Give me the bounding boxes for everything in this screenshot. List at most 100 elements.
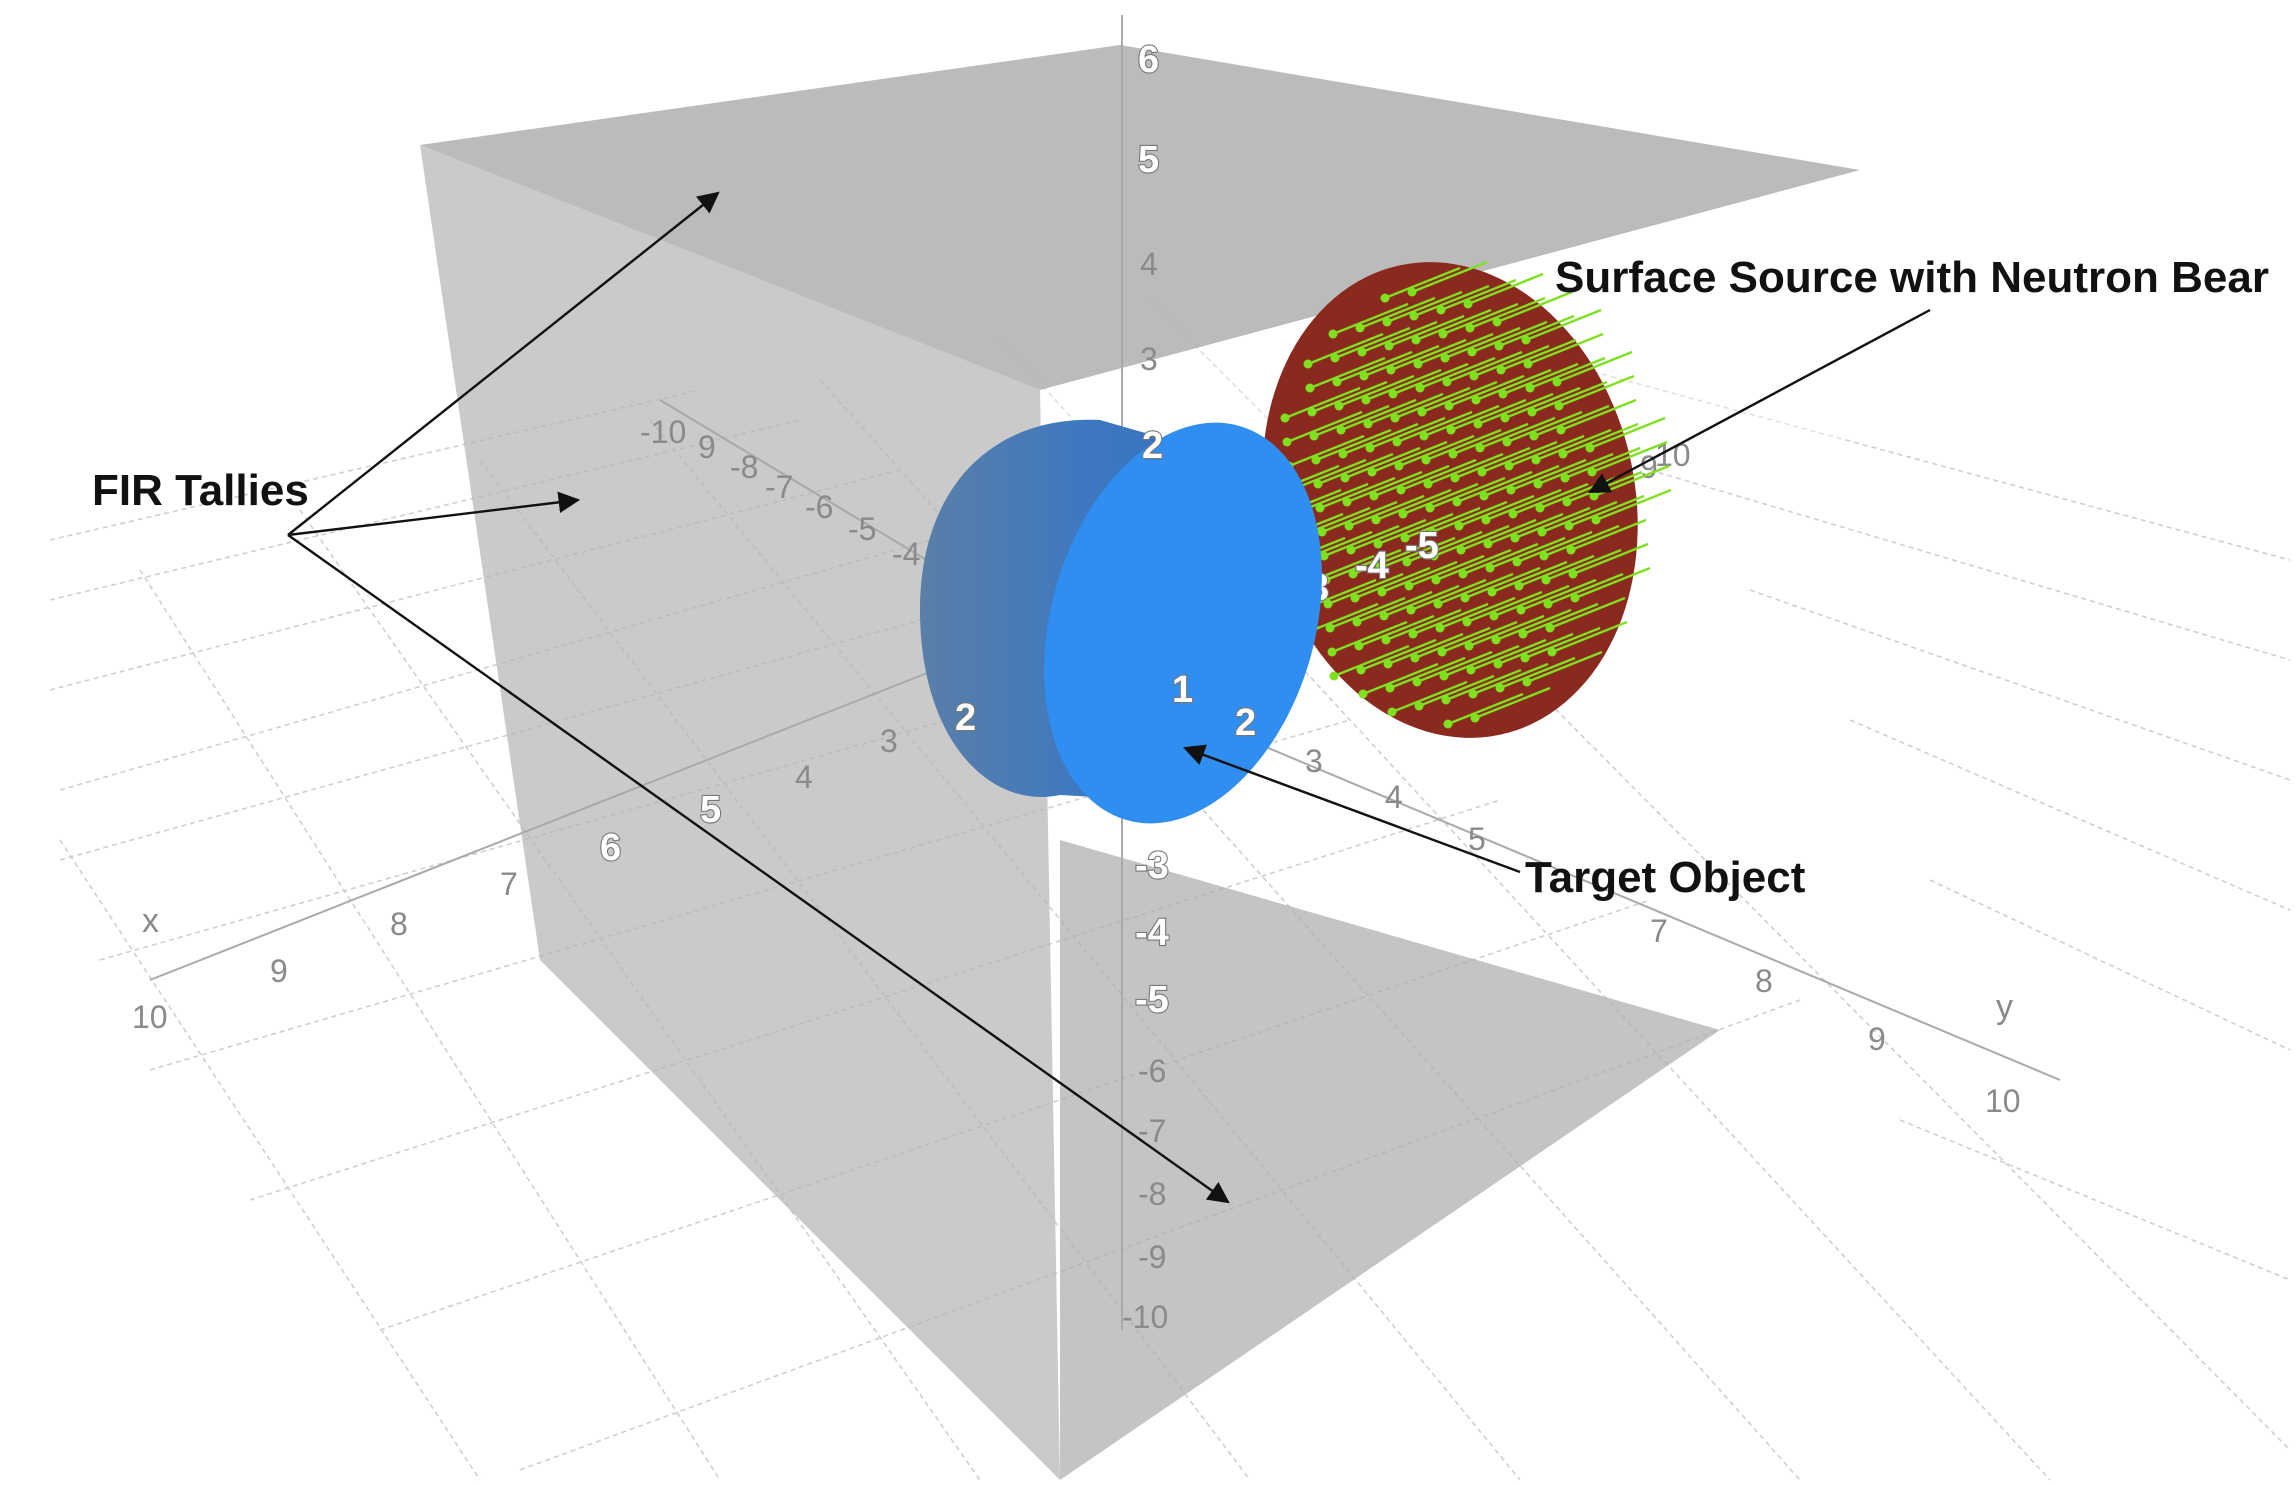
neutron-beam-arrow (1469, 296, 1546, 330)
neutron-beam-arrowhead (1332, 377, 1342, 387)
neutron-beam-arrow (1406, 530, 1483, 564)
neutron-beam-arrow (1474, 686, 1551, 720)
neutron-beam-arrow (1527, 332, 1604, 366)
neutron-beam-arrowhead (1329, 671, 1339, 681)
neutron-beam-arrow (1470, 638, 1547, 672)
neutron-beam-arrowhead (1408, 629, 1418, 639)
fir-tallies-pointer-top (287, 191, 720, 536)
neutron-beam-arrowhead (1412, 677, 1422, 687)
neutron-beam-arrow (1524, 626, 1601, 660)
z-tick: -6 (1138, 1053, 1166, 1089)
neutron-beam-arrow (1572, 542, 1649, 576)
z-tick: 6 (1138, 39, 1159, 81)
neutron-beam-arrowhead (1431, 575, 1441, 585)
neutron-beam-arrowhead (1407, 287, 1417, 297)
neutron-beam-arrowhead (1414, 701, 1424, 711)
neutron-beam-arrowhead (1441, 695, 1451, 705)
neutron-beam-arrow (1388, 314, 1465, 348)
neutron-beam-arrowhead (1467, 347, 1477, 357)
neutron-beam-arrowhead (1359, 371, 1369, 381)
neutron-beam-arrow (1396, 410, 1473, 444)
neutron-beam-arrowhead (1390, 413, 1400, 423)
neutron-beam-arrowhead (1352, 617, 1362, 627)
neutron-beam-arrow (1410, 578, 1487, 612)
neutron-beam-arrowhead (1380, 293, 1390, 303)
neutron-beam-arrowhead (1535, 503, 1545, 513)
neutron-beam-arrow (1340, 398, 1417, 432)
neutron-beam-arrow (1381, 560, 1458, 594)
neutron-beam-arrow (1309, 356, 1386, 390)
neutron-beam-arrow (1442, 302, 1519, 336)
neutron-beam-arrow (1506, 410, 1583, 444)
neutron-beam-arrowhead (1543, 599, 1553, 609)
neutron-beam-arrow (1454, 446, 1531, 480)
neutron-beam-arrow (1460, 518, 1537, 552)
neutron-beam-arrow (1402, 482, 1479, 516)
neutron-beam-arrowhead (1444, 401, 1454, 411)
neutron-beam-arrow (1479, 416, 1556, 450)
y-tick: 7 (1650, 913, 1668, 949)
neutron-beam-arrowhead (1350, 593, 1360, 603)
neutron-beam-arrowhead (1439, 671, 1449, 681)
neutron-beam-arrowhead (1369, 491, 1379, 501)
neutron-beam-arrowhead (1585, 443, 1595, 453)
neutron-beam-arrowhead (1382, 317, 1392, 327)
neutron-beam-arrow (1336, 350, 1413, 384)
y-neg-tick: -5 (1405, 525, 1439, 567)
x-neg-tick: -10 (640, 414, 686, 450)
neutron-beam-arrow (1526, 650, 1603, 684)
neutron-beam-arrowhead (1541, 575, 1551, 585)
neutron-beam-arrowhead (1498, 389, 1508, 399)
neutron-beam-arrow (1448, 374, 1525, 408)
neutron-beam-arrow (1408, 554, 1485, 588)
neutron-beam-arrow (1398, 434, 1475, 468)
neutron-beam-arrowhead (1410, 653, 1420, 663)
x-axis-name: x (142, 902, 159, 940)
neutron-beam-arrowhead (1340, 473, 1350, 483)
target-cylinder-face (1044, 422, 1322, 824)
neutron-beam-arrow (1433, 524, 1510, 558)
neutron-beam-arrow (1514, 506, 1591, 540)
z-tick: 4 (1140, 246, 1158, 282)
neutron-beam-arrow (1477, 392, 1554, 426)
neutron-beam-arrowhead (1381, 635, 1391, 645)
neutron-beam-arrow (1504, 386, 1581, 420)
neutron-beam-arrowhead (1491, 635, 1501, 645)
neutron-beam-arrow (1427, 452, 1504, 486)
neutron-beam-arrowhead (1404, 581, 1414, 591)
y-tick: 8 (1755, 963, 1773, 999)
z-tick: 2 (1142, 425, 1163, 467)
neutron-beam-arrowhead (1423, 479, 1433, 489)
neutron-beam-arrow (1404, 506, 1481, 540)
neutron-beam-arrow (1373, 464, 1450, 498)
neutron-beam-arrow (1543, 524, 1620, 558)
neutron-beam-arrowhead (1348, 569, 1358, 579)
neutron-beam-arrowhead (1522, 677, 1532, 687)
x-neg-tick: 9 (698, 429, 716, 465)
neutron-beam-arrowhead (1464, 641, 1474, 651)
x-tick: 6 (600, 827, 621, 869)
neutron-beam-arrowhead (1537, 527, 1547, 537)
neutron-beam-arrowhead (1504, 461, 1514, 471)
neutron-beam-arrowhead (1305, 383, 1315, 393)
neutron-beam-arrow (1363, 344, 1440, 378)
neutron-beam-arrowhead (1336, 425, 1346, 435)
neutron-beam-arrow (1475, 368, 1552, 402)
x-tick: 10 (132, 999, 168, 1035)
neutron-beam-arrowhead (1458, 569, 1468, 579)
neutron-beam-arrow (1361, 320, 1438, 354)
neutron-beam-arrowhead (1386, 365, 1396, 375)
neutron-beam-arrow (1390, 338, 1467, 372)
neutron-beam-arrowhead (1421, 455, 1431, 465)
neutron-beam-arrow (1458, 494, 1535, 528)
neutron-beam-arrowhead (1377, 587, 1387, 597)
neutron-beam-arrowhead (1394, 461, 1404, 471)
neutron-beam-arrow (1342, 422, 1419, 456)
neutron-beam-arrowhead (1566, 545, 1576, 555)
neutron-beam-arrowhead (1523, 359, 1533, 369)
neutron-beam-arrow (1384, 266, 1461, 300)
neutron-beam-arrow (1440, 278, 1517, 312)
x-neg-tick: -5 (848, 511, 876, 547)
neutron-beam-arrow (1556, 350, 1633, 384)
